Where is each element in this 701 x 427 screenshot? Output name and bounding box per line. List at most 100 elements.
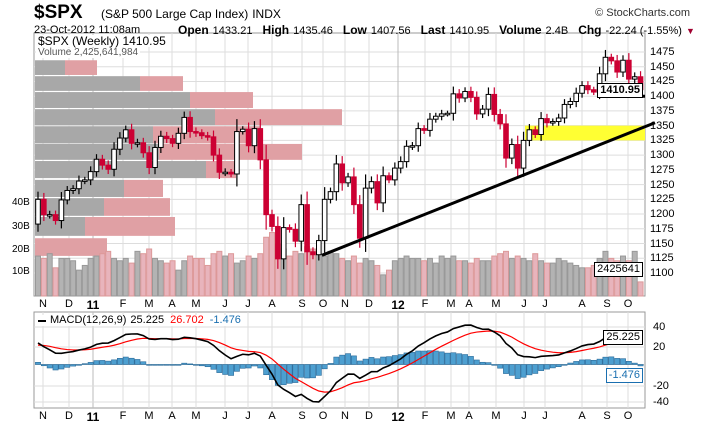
volume-bar xyxy=(503,250,509,297)
x-tick-label: M xyxy=(191,298,201,310)
candle-body xyxy=(462,90,468,99)
candle-body xyxy=(316,240,322,256)
high-value: 1435.46 xyxy=(293,25,333,37)
brand-link[interactable]: © StockCharts.com xyxy=(595,7,690,19)
candle-body xyxy=(280,227,287,260)
macd-histogram-bar xyxy=(427,350,433,365)
quote-date: 23-Oct-2012 11:08am xyxy=(34,24,141,36)
macd-histogram-bar xyxy=(567,362,574,365)
volume-by-price-up-bar xyxy=(35,92,190,108)
y-tick-label: 1425 xyxy=(650,75,675,88)
candle-body xyxy=(392,167,398,181)
macd-histogram-bar xyxy=(64,364,71,368)
candle-body xyxy=(169,138,176,144)
macd-histogram-bar xyxy=(561,364,568,366)
candle-body xyxy=(286,227,293,230)
volume-bar xyxy=(426,257,433,297)
macd-histogram-bar xyxy=(292,364,299,383)
x-tick-label: J xyxy=(222,298,228,310)
candle-body xyxy=(105,164,112,170)
volume-bar xyxy=(163,262,170,297)
candle-body xyxy=(590,89,597,93)
volume-bar xyxy=(573,264,580,297)
macd-histogram-bar xyxy=(356,360,363,365)
candle-body xyxy=(193,131,199,134)
candle-body xyxy=(181,116,188,134)
candle-body xyxy=(82,179,88,182)
volume-bar xyxy=(450,255,457,297)
candle-body xyxy=(433,115,439,120)
macd-histogram-bar xyxy=(257,364,264,369)
volume-by-price-down-bar xyxy=(35,238,107,256)
candle-body xyxy=(204,135,211,138)
volume-by-price-down-bar xyxy=(140,76,183,91)
volume-bar xyxy=(198,257,205,297)
macd-histogram-bar xyxy=(386,356,392,365)
macd-x-tick-label: O xyxy=(623,410,633,422)
macd-x-tick-label: O xyxy=(318,410,328,422)
candle-body xyxy=(468,90,474,98)
macd-legend-histogram: -1.476 xyxy=(209,314,241,326)
volume-bar xyxy=(116,260,123,297)
x-tick-label: O xyxy=(623,298,633,310)
candle-body xyxy=(175,132,182,144)
last-volume-label: 2425641 xyxy=(594,262,643,277)
volume-bar xyxy=(637,281,644,297)
volume-bar xyxy=(128,262,135,297)
macd-x-tick-label: A xyxy=(268,410,276,422)
candle-body xyxy=(292,228,299,242)
candle-body xyxy=(339,163,345,184)
candle-body xyxy=(117,137,123,150)
open-value: 1433.21 xyxy=(212,25,253,37)
candle-body xyxy=(386,175,392,181)
candle-body xyxy=(35,198,41,225)
y-tick-label: 1475 xyxy=(650,46,675,58)
volume-bar xyxy=(187,255,194,297)
macd-histogram-bar xyxy=(625,361,632,365)
volume-bar xyxy=(75,269,82,297)
candle-body xyxy=(514,144,521,169)
candle-body xyxy=(234,131,240,175)
x-tick-label: A xyxy=(465,298,473,310)
macd-signal-line xyxy=(37,330,641,393)
volume-by-price-up-bar xyxy=(35,126,153,144)
candle-body xyxy=(503,123,509,159)
candle-body xyxy=(473,96,480,115)
candle-body xyxy=(275,225,281,260)
x-tick-label: N xyxy=(39,298,47,310)
candle-body xyxy=(327,191,334,200)
candle-body xyxy=(579,85,585,94)
volume-bar xyxy=(485,260,492,297)
volume-bar xyxy=(122,257,129,297)
candle-body xyxy=(333,163,340,193)
macd-histogram-bar xyxy=(310,364,316,379)
candle-body xyxy=(532,129,539,136)
macd-histogram-bar xyxy=(298,364,305,378)
volume-by-price-down-bar xyxy=(104,198,170,216)
volume-bar xyxy=(87,257,94,297)
candle-body xyxy=(608,56,615,62)
volume-bar xyxy=(386,269,392,297)
candle-body xyxy=(41,198,47,216)
x-tick-label: A xyxy=(168,298,176,310)
x-tick-label: 12 xyxy=(391,298,405,312)
macd-histogram-bar xyxy=(245,364,252,369)
volume-bar xyxy=(269,232,275,297)
macd-x-tick-label: J xyxy=(521,410,527,422)
volume-bar xyxy=(391,260,398,297)
y-tick-label: 1300 xyxy=(650,149,675,162)
candle-body xyxy=(397,161,404,169)
volume-bar xyxy=(356,262,363,297)
volume-by-price-down-bar xyxy=(65,60,97,75)
macd-histogram-bar xyxy=(70,364,76,367)
macd-histogram-bar xyxy=(444,352,451,365)
macd-histogram-bar xyxy=(35,362,41,365)
candle-body xyxy=(163,135,170,140)
macd-legend: MACD(12,26,9) 25.225 26.702 -1.476 xyxy=(36,315,243,326)
macd-histogram-bar xyxy=(169,364,176,366)
volume-bar xyxy=(99,253,106,297)
candle-body xyxy=(403,145,410,163)
macd-x-tick-label: N xyxy=(341,410,349,422)
x-tick-label: D xyxy=(365,298,373,310)
macd-value-label: 25.225 xyxy=(603,330,643,345)
